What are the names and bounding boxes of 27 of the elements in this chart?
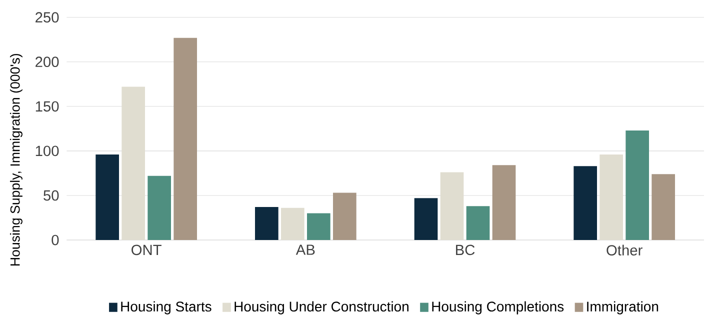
legend-label: Immigration <box>587 301 658 314</box>
bar <box>333 192 356 240</box>
bar <box>626 130 650 240</box>
y-axis-title: Housing Supply, Immigration (000's) <box>10 54 22 266</box>
bar <box>255 207 278 240</box>
bar <box>307 213 330 240</box>
bar <box>492 165 516 240</box>
bar <box>148 176 171 240</box>
bar <box>574 166 598 240</box>
legend-label: Housing Starts <box>121 301 212 314</box>
bar <box>466 206 490 240</box>
legend-label: Housing Under Construction <box>234 301 408 314</box>
bar <box>652 174 676 240</box>
y-tick-label: 100 <box>36 146 59 156</box>
y-tick-label: 200 <box>36 56 59 68</box>
y-tick-label: 50 <box>44 190 59 201</box>
y-tick-label: 250 <box>36 12 59 23</box>
x-tick-label: Other <box>606 244 642 256</box>
bar <box>96 154 119 240</box>
x-tick-label: AB <box>296 244 315 255</box>
y-tick-label: 150 <box>36 101 59 112</box>
x-tick-label: ONT <box>132 244 162 256</box>
y-tick-label: 0 <box>52 234 59 246</box>
bar <box>414 198 438 240</box>
legend-label: Housing Completions <box>432 301 564 314</box>
x-tick-label: BC <box>456 244 475 256</box>
bar <box>174 38 197 240</box>
